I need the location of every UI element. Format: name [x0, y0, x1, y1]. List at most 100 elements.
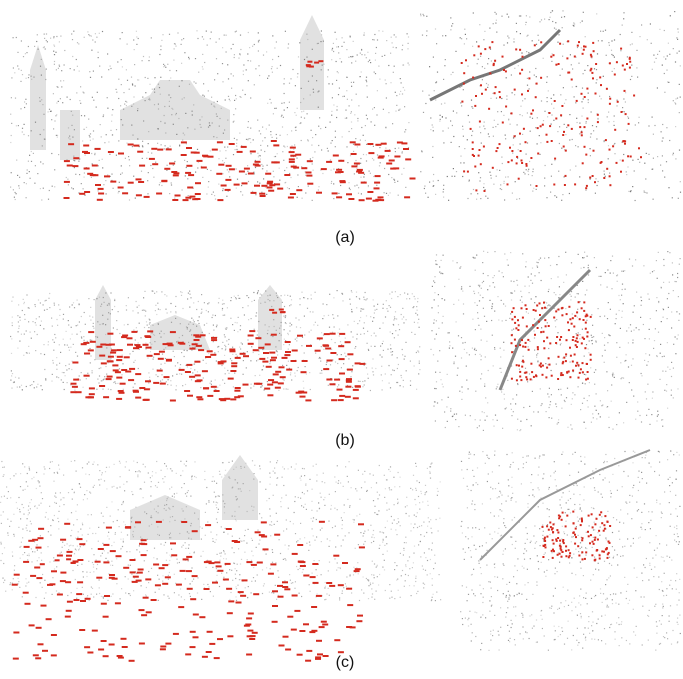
point — [160, 94, 161, 95]
point — [566, 356, 567, 357]
point — [281, 295, 282, 296]
point — [424, 584, 425, 585]
point — [60, 352, 61, 353]
point — [543, 58, 544, 59]
point — [284, 295, 285, 296]
point — [201, 309, 202, 310]
point — [40, 503, 41, 504]
camera — [339, 333, 345, 335]
point — [166, 466, 167, 467]
point — [322, 65, 323, 66]
point — [267, 295, 268, 296]
point — [399, 486, 400, 487]
point — [472, 319, 473, 320]
point — [434, 401, 435, 402]
point — [653, 199, 654, 200]
point — [28, 46, 29, 47]
point — [372, 358, 373, 359]
point — [313, 324, 314, 325]
point — [414, 546, 415, 547]
point — [56, 102, 57, 103]
point — [29, 468, 30, 469]
point — [560, 343, 561, 344]
point — [157, 534, 158, 535]
point — [13, 37, 14, 38]
point — [87, 373, 88, 374]
camera — [472, 148, 474, 150]
point — [389, 584, 390, 585]
point — [137, 108, 138, 109]
point — [18, 331, 19, 332]
camera — [216, 173, 222, 175]
point — [394, 34, 395, 35]
point — [64, 64, 65, 65]
camera — [537, 153, 539, 155]
point — [44, 310, 45, 311]
point — [610, 273, 611, 274]
point — [132, 351, 133, 352]
point — [258, 156, 259, 157]
point — [331, 181, 332, 182]
point — [158, 128, 159, 129]
point — [280, 501, 281, 502]
camera — [624, 90, 626, 92]
point — [141, 489, 142, 490]
point — [400, 294, 401, 295]
point — [114, 299, 115, 300]
point — [198, 162, 199, 163]
point — [450, 120, 451, 121]
point — [679, 84, 680, 85]
point — [49, 109, 50, 110]
point — [208, 90, 209, 91]
point — [670, 15, 671, 16]
point — [109, 154, 110, 155]
camera — [116, 398, 122, 400]
point — [317, 575, 318, 576]
point — [288, 349, 289, 350]
point — [222, 342, 223, 343]
point — [217, 387, 218, 388]
camera — [555, 64, 557, 66]
point — [167, 384, 168, 385]
point — [589, 395, 590, 396]
point — [624, 270, 625, 271]
point — [491, 178, 492, 179]
camera — [137, 151, 143, 153]
point — [468, 388, 469, 389]
point — [354, 114, 355, 115]
point — [74, 160, 75, 161]
point — [123, 92, 124, 93]
point — [484, 412, 485, 413]
point — [403, 322, 404, 323]
point — [91, 587, 92, 588]
point — [235, 95, 236, 96]
camera — [90, 341, 96, 343]
point — [236, 570, 237, 571]
camera — [156, 193, 162, 195]
point — [136, 44, 137, 45]
point — [172, 109, 173, 110]
point — [413, 553, 414, 554]
point — [168, 379, 169, 380]
point — [398, 521, 399, 522]
camera — [511, 351, 513, 353]
camera — [282, 357, 288, 359]
point — [15, 192, 16, 193]
camera — [300, 396, 306, 398]
point — [658, 302, 659, 303]
camera — [560, 372, 562, 374]
point — [262, 385, 263, 386]
point — [600, 416, 601, 417]
point — [93, 138, 94, 139]
point — [377, 154, 378, 155]
point — [591, 133, 592, 134]
point — [216, 507, 217, 508]
point — [611, 288, 612, 289]
point — [116, 155, 117, 156]
point — [63, 80, 64, 81]
camera — [361, 182, 367, 184]
point — [187, 329, 188, 330]
point — [346, 90, 347, 91]
point — [328, 588, 329, 589]
point — [249, 47, 250, 48]
